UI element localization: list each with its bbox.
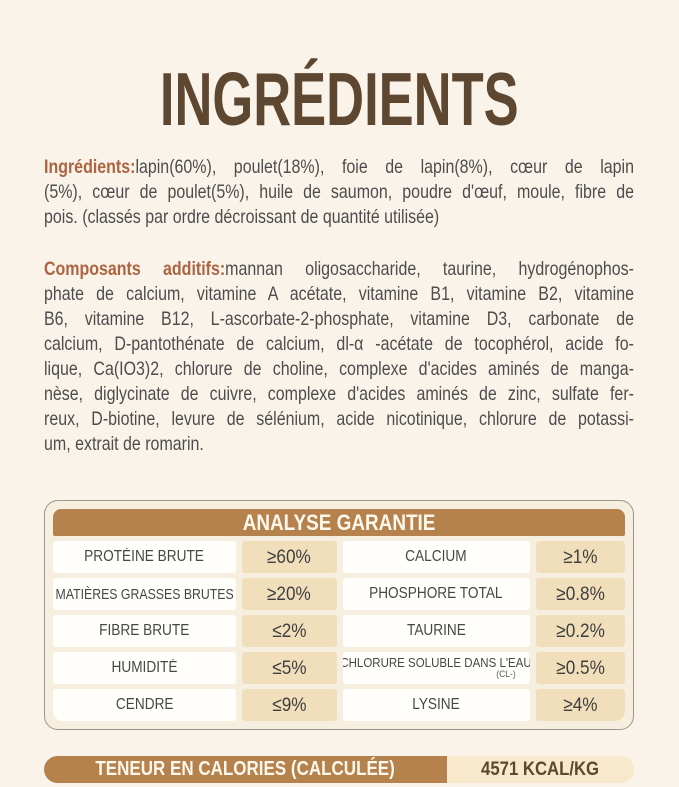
analysis-value: ≥0.5% bbox=[535, 652, 625, 684]
analysis-label-text: CENDRE bbox=[115, 696, 174, 713]
analysis-value: ≤2% bbox=[241, 615, 337, 647]
analysis-value: ≥20% bbox=[241, 578, 337, 610]
analysis-label: LYSINE bbox=[342, 689, 530, 721]
analysis-value-text: ≥20% bbox=[267, 582, 312, 605]
analysis-label-subtext: (CL-) bbox=[496, 669, 516, 679]
analysis-value-text: ≥0.8% bbox=[555, 582, 605, 605]
analysis-label: FIBRE BRUTE bbox=[53, 615, 236, 647]
additives-label: Composants additifs: bbox=[44, 258, 226, 280]
additives-line: B6, vitamine B12, L-ascorbate-2-phosphat… bbox=[44, 308, 634, 330]
calorie-bar-label: TENEUR EN CALORIES (CALCULÉE) bbox=[44, 756, 447, 783]
ingredients-line: Ingrédients:lapin(60%), poulet(18%), foi… bbox=[44, 155, 634, 180]
analysis-label: PHOSPHORE TOTAL bbox=[342, 578, 530, 610]
analysis-value-text: ≥0.2% bbox=[555, 619, 605, 642]
analysis-label-text: LYSINE bbox=[412, 696, 460, 713]
analysis-value: ≥0.2% bbox=[535, 615, 625, 647]
guaranteed-analysis-table: ANALYSE GARANTIE PROTÉINE BRUTE ≥60% CAL… bbox=[44, 500, 634, 730]
analysis-table-header-text: ANALYSE GARANTIE bbox=[242, 509, 436, 535]
analysis-label: CENDRE bbox=[53, 689, 236, 721]
analysis-value-text: ≤5% bbox=[272, 656, 307, 679]
ingredients-label: Ingrédients: bbox=[44, 156, 136, 178]
analysis-value-text: ≤2% bbox=[272, 619, 307, 642]
analysis-value-text: ≥60% bbox=[267, 545, 312, 568]
analysis-label: CALCIUM bbox=[342, 541, 530, 573]
analysis-value-text: ≥4% bbox=[563, 693, 598, 716]
additives-text: mannan oligosaccharide, taurine, hydrogé… bbox=[225, 258, 634, 280]
page-title: INGRÉDIENTS bbox=[0, 62, 679, 137]
analysis-label-text: PROTÉINE BRUTE bbox=[84, 548, 205, 565]
analysis-label-text: TAURINE bbox=[406, 622, 466, 639]
analysis-value: ≥1% bbox=[535, 541, 625, 573]
additives-paragraph: Composants additifs:mannan oligosacchari… bbox=[44, 257, 634, 457]
analysis-label-text: FIBRE BRUTE bbox=[99, 622, 190, 639]
analysis-label-text: HUMIDITÉ bbox=[111, 659, 178, 676]
additives-line: nèse, diglycinate de cuivre, complexe d'… bbox=[44, 383, 634, 405]
ingredients-paragraph: Ingrédients:lapin(60%), poulet(18%), foi… bbox=[44, 155, 634, 230]
analysis-label-text: PHOSPHORE TOTAL bbox=[369, 585, 503, 602]
analysis-label-text: MATIÈRES GRASSES BRUTES bbox=[55, 585, 234, 603]
analysis-value: ≤5% bbox=[241, 652, 337, 684]
analysis-label-text: CHLORURE SOLUBLE DANS L'EAU bbox=[342, 656, 530, 670]
calorie-bar-label-text: TENEUR EN CALORIES (CALCULÉE) bbox=[95, 758, 396, 780]
analysis-label: PROTÉINE BRUTE bbox=[53, 541, 236, 573]
additives-line: phate de calcium, vitamine A acétate, vi… bbox=[44, 283, 634, 305]
analysis-value: ≥0.8% bbox=[535, 578, 625, 610]
calorie-bar-value-text: 4571 KCAL/KG bbox=[481, 758, 600, 780]
ingredients-line: pois. (classés par ordre décroissant de … bbox=[44, 206, 440, 228]
ingredients-text: lapin(60%), poulet(18%), foie de lapin(8… bbox=[135, 156, 634, 178]
analysis-value: ≥4% bbox=[535, 689, 625, 721]
page-title-text: INGRÉDIENTS bbox=[160, 57, 519, 141]
analysis-label: MATIÈRES GRASSES BRUTES bbox=[53, 578, 236, 610]
analysis-value: ≥60% bbox=[241, 541, 337, 573]
calorie-content-bar: TENEUR EN CALORIES (CALCULÉE) 4571 KCAL/… bbox=[44, 756, 634, 783]
additives-line: Composants additifs:mannan oligosacchari… bbox=[44, 257, 634, 282]
additives-line: um, extrait de romarin. bbox=[44, 433, 204, 455]
analysis-value-text: ≥0.5% bbox=[555, 656, 605, 679]
analysis-label-text: CALCIUM bbox=[405, 548, 467, 565]
analysis-value: ≤9% bbox=[241, 689, 337, 721]
analysis-table-grid: PROTÉINE BRUTE ≥60% CALCIUM ≥1% MATIÈRES… bbox=[53, 541, 625, 721]
analysis-table-header: ANALYSE GARANTIE bbox=[53, 509, 625, 536]
analysis-label: CHLORURE SOLUBLE DANS L'EAU (CL-) bbox=[342, 652, 530, 684]
analysis-label: TAURINE bbox=[342, 615, 530, 647]
additives-line: lique, Ca(IO3)2, chlorure de choline, co… bbox=[44, 358, 634, 380]
analysis-label: HUMIDITÉ bbox=[53, 652, 236, 684]
additives-line: reux, D-biotine, levure de sélénium, aci… bbox=[44, 408, 634, 430]
analysis-value-text: ≥1% bbox=[563, 545, 598, 568]
additives-line: calcium, D-pantothénate de calcium, dl-α… bbox=[44, 333, 634, 355]
ingredients-line: (5%), cœur de poulet(5%), huile de saumo… bbox=[44, 181, 634, 203]
calorie-bar-value: 4571 KCAL/KG bbox=[447, 756, 634, 783]
analysis-value-text: ≤9% bbox=[272, 693, 307, 716]
